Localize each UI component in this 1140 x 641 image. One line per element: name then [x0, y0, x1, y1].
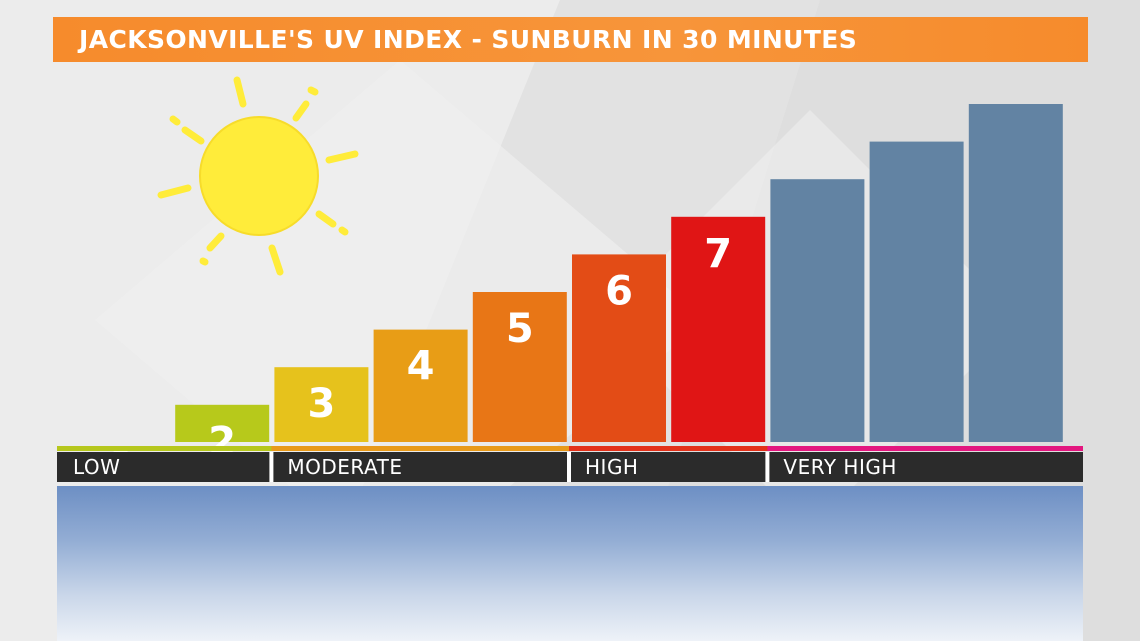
group-band-high	[569, 452, 769, 482]
bar-5	[472, 292, 567, 442]
group-label-moderate: MODERATE	[287, 455, 402, 479]
title-bar: JACKSONVILLE'S UV INDEX - SUNBURN IN 30 …	[53, 17, 1088, 62]
bar-value-label-5: 5	[506, 306, 534, 352]
bar-6	[572, 254, 666, 442]
footer-band	[57, 486, 1083, 641]
bar-7	[671, 216, 766, 442]
bar-value-label-4: 4	[407, 344, 435, 390]
group-label-high: HIGH	[585, 455, 638, 479]
bar-3	[274, 367, 369, 442]
bar-2	[175, 404, 270, 442]
group-label-very-high: VERY HIGH	[783, 455, 896, 479]
group-separator	[269, 452, 274, 482]
group-band-low	[57, 452, 273, 482]
group-separator	[567, 452, 571, 482]
group-label-low: LOW	[73, 455, 120, 479]
group-band-very-high	[767, 452, 1083, 482]
group-strip-moderate	[271, 446, 570, 451]
group-separator	[765, 452, 770, 482]
bar-value-label-3: 3	[307, 381, 335, 427]
group-strip-very-high	[767, 446, 1083, 451]
bar-9	[869, 141, 964, 442]
group-strip-high	[569, 446, 769, 451]
bar-10	[968, 104, 1063, 442]
bar-value-label-7: 7	[704, 231, 732, 277]
chart-title: JACKSONVILLE'S UV INDEX - SUNBURN IN 30 …	[79, 25, 858, 54]
bar-value-label-6: 6	[605, 268, 633, 314]
group-band-moderate	[271, 452, 570, 482]
bar-8	[770, 179, 865, 442]
bar-4	[373, 329, 468, 442]
group-strip-low	[57, 446, 273, 451]
